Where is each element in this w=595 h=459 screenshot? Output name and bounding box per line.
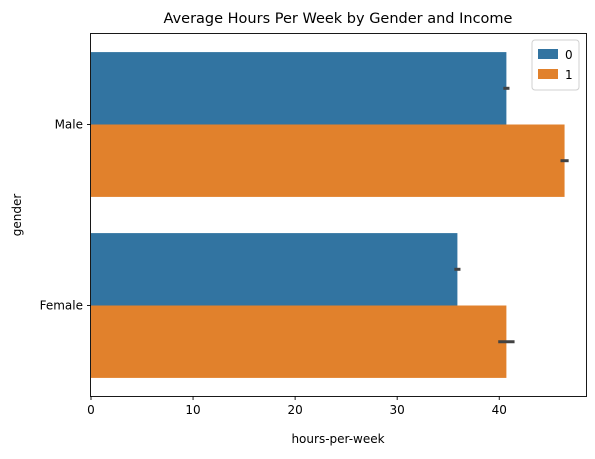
x-tick-label-10: 10: [185, 403, 200, 417]
legend-label-1: 1: [565, 68, 573, 82]
axes: Male Female 0 10 20 30 40: [40, 118, 507, 418]
x-tick-label-40: 40: [492, 403, 507, 417]
x-tick-label-0: 0: [87, 403, 95, 417]
bar-female-1: [91, 305, 507, 378]
bar-male-1: [91, 124, 565, 197]
x-axis-label: hours-per-week: [291, 432, 384, 446]
legend-swatch-0: [538, 49, 558, 59]
legend: 01: [531, 39, 580, 91]
x-tick-label-30: 30: [390, 403, 405, 417]
plot-area: [91, 52, 569, 378]
plot-frame: [90, 33, 587, 397]
legend-label-0: 0: [565, 48, 573, 62]
y-tick-label-male: Male: [55, 118, 83, 132]
x-tick-label-20: 20: [287, 403, 302, 417]
y-tick-label-female: Female: [40, 299, 83, 313]
bar-female-0: [91, 233, 458, 306]
bar-male-0: [91, 52, 507, 125]
chart-title: Average Hours Per Week by Gender and Inc…: [164, 11, 513, 27]
y-axis-label: gender: [10, 194, 24, 237]
legend-swatch-1: [538, 69, 558, 79]
